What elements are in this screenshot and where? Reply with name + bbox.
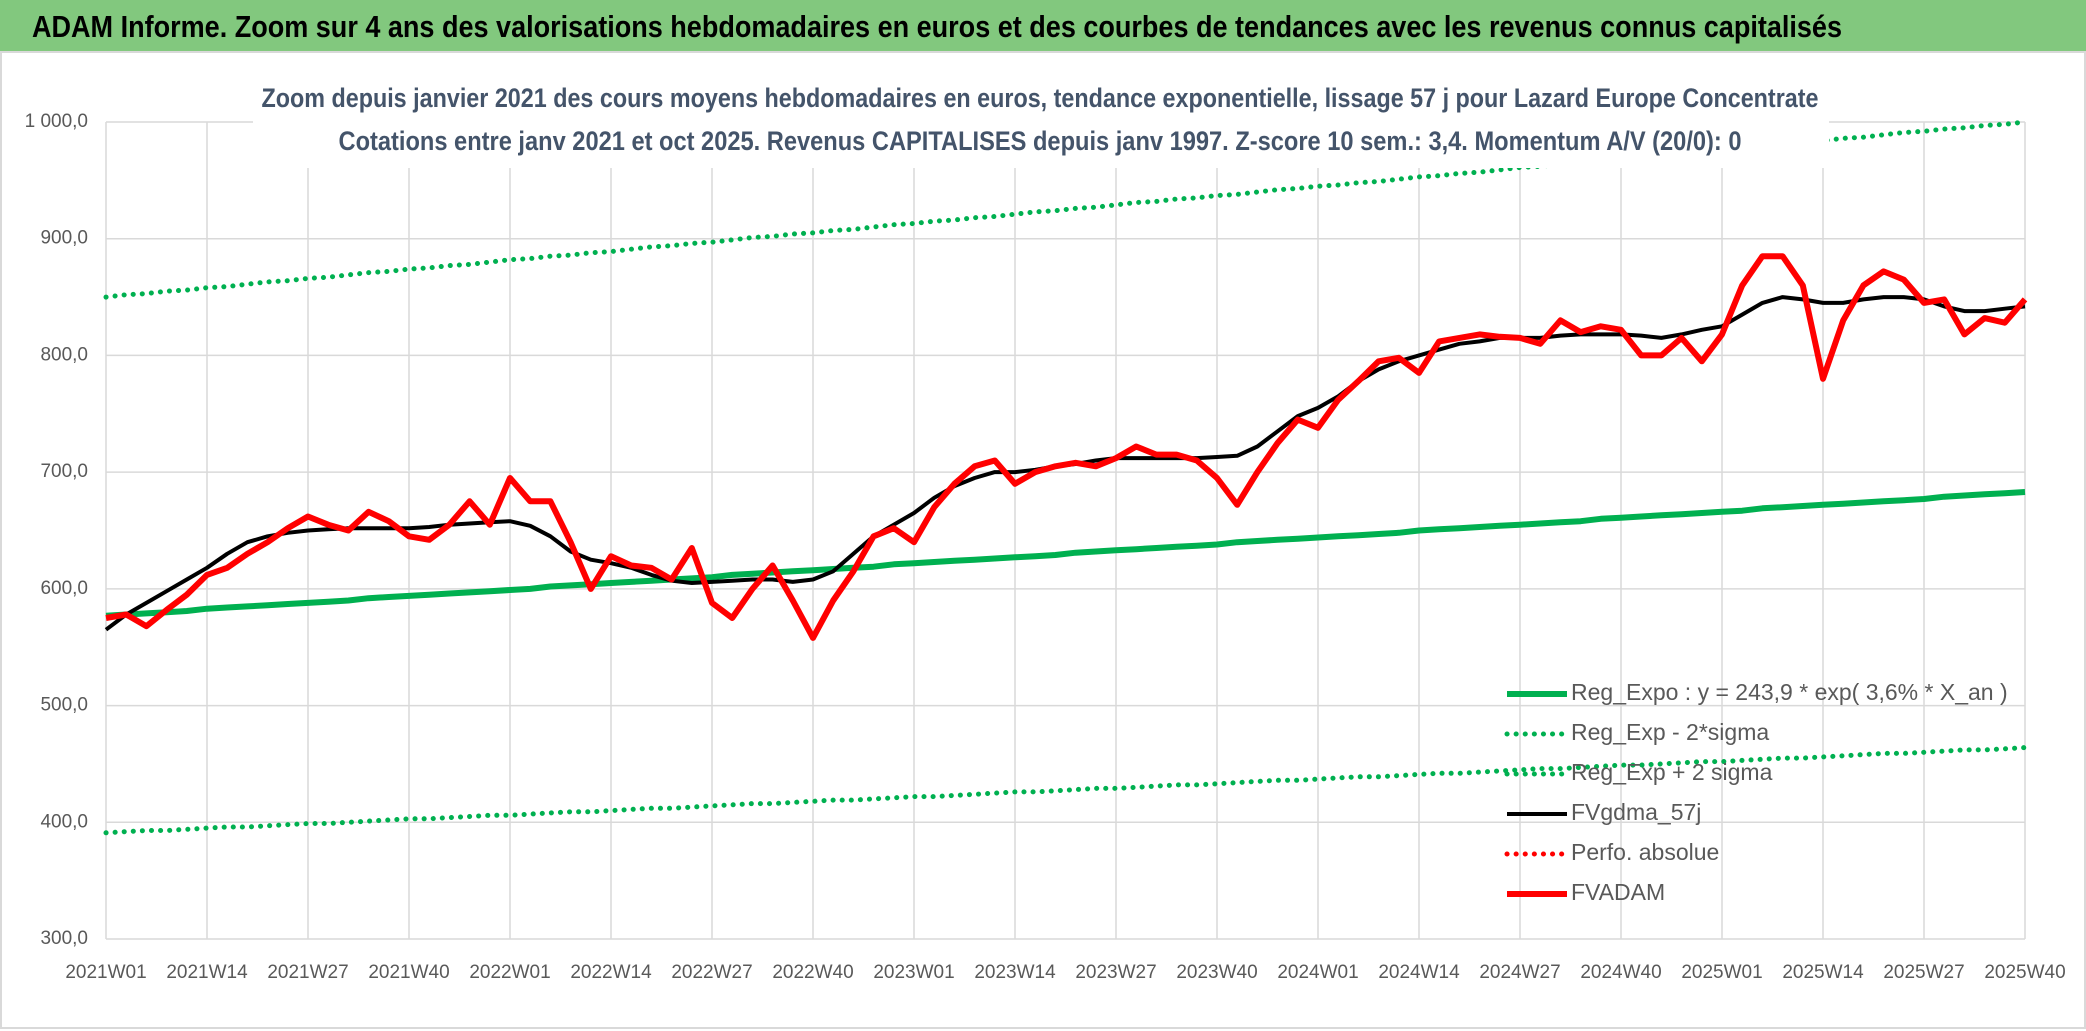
- chart-title: Zoom depuis janvier 2021 des cours moyen…: [262, 83, 1819, 113]
- legend-label: Reg_Expo : y = 243,9 * exp( 3,6% * X_an …: [1571, 679, 2008, 705]
- x-tick-label: 2024W14: [1378, 962, 1460, 983]
- x-tick-label: 2022W40: [772, 962, 853, 983]
- legend-label: FVgdma_57j: [1571, 799, 1701, 825]
- legend-label: Reg_Exp - 2*sigma: [1571, 719, 1769, 745]
- x-tick-label: 2021W40: [368, 962, 449, 983]
- x-tick-label: 2024W01: [1277, 962, 1358, 983]
- x-tick-label: 2022W14: [570, 962, 652, 983]
- plot-lines: [103, 119, 2028, 836]
- x-tick-label: 2021W14: [166, 962, 248, 983]
- y-tick-label: 800,0: [40, 344, 88, 365]
- title-box: [253, 80, 1829, 168]
- y-tick-label: 400,0: [40, 811, 88, 832]
- x-tick-label: 2024W27: [1479, 962, 1560, 983]
- series-line: [105, 253, 2028, 641]
- legend-label: Perfo. absolue: [1571, 839, 1719, 865]
- x-tick-label: 2025W01: [1681, 962, 1762, 983]
- series-line: [103, 119, 2028, 300]
- legend: Reg_Expo : y = 243,9 * exp( 3,6% * X_an …: [1504, 679, 2008, 905]
- x-tick-label: 2024W40: [1580, 962, 1661, 983]
- series-line: [103, 745, 2028, 836]
- header-title: ADAM Informe. Zoom sur 4 ans des valoris…: [32, 9, 1842, 44]
- header-bar: [0, 0, 2086, 52]
- legend-label: Reg_Exp + 2 sigma: [1571, 759, 1773, 785]
- x-tick-label: 2022W27: [671, 962, 752, 983]
- x-tick-label: 2021W27: [267, 962, 348, 983]
- x-tick-label: 2022W01: [469, 962, 550, 983]
- legend-label: FVADAM: [1571, 879, 1665, 905]
- y-tick-label: 700,0: [40, 461, 88, 482]
- y-tick-label: 1 000,0: [25, 111, 88, 132]
- y-tick-label: 500,0: [40, 695, 88, 716]
- chart-subtitle: Cotations entre janv 2021 et oct 2025. R…: [339, 126, 1742, 156]
- x-tick-label: 2023W27: [1075, 962, 1156, 983]
- x-tick-label: 2023W40: [1176, 962, 1257, 983]
- series-line: [105, 489, 2026, 619]
- grid: 300,0 400,0 500,0 600,0 700,0 800,0 900,0 1 000…: [25, 111, 2066, 983]
- x-tick-label: 2025W40: [1984, 962, 2065, 983]
- x-tick-label: 2021W01: [65, 962, 146, 983]
- y-tick-label: 300,0: [40, 928, 88, 949]
- x-tick-label: 2023W14: [974, 962, 1056, 983]
- x-tick-label: 2025W14: [1782, 962, 1864, 983]
- y-tick-label: 900,0: [40, 228, 88, 249]
- chart-frame: [0, 51, 2086, 1029]
- y-tick-label: 600,0: [40, 578, 88, 599]
- x-tick-label: 2025W27: [1883, 962, 1964, 983]
- x-tick-label: 2023W01: [873, 962, 954, 983]
